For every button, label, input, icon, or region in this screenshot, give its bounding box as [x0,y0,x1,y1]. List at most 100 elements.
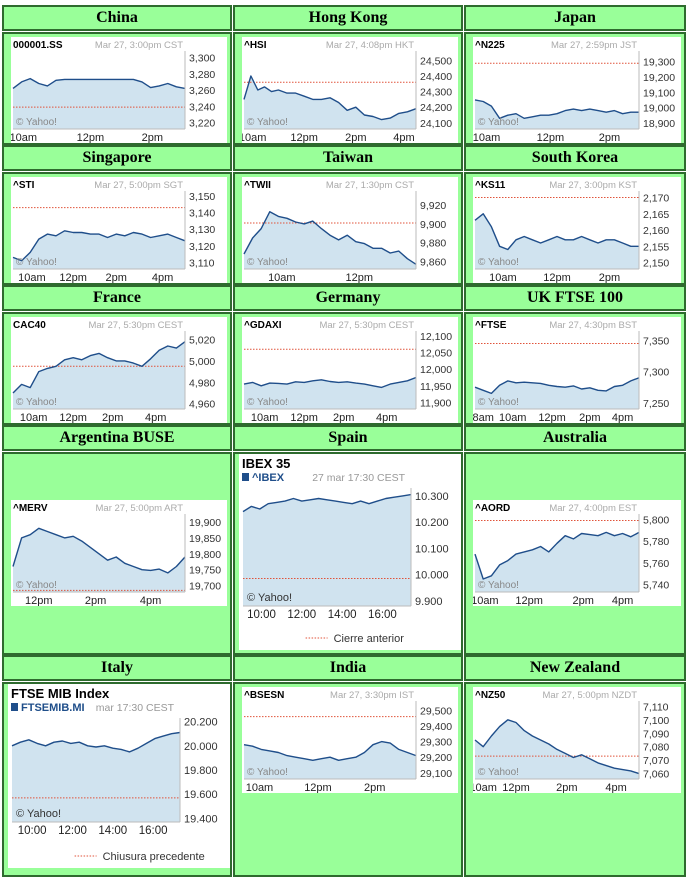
series-area [475,377,639,409]
chart-svg-france: CAC40 Mar 27, 5:30pm CEST 5,020 5,000 4,980 4… [12,320,215,424]
y-tick-label: 19,800 [189,549,221,561]
legend-label: Chiusura precedente [103,851,205,863]
y-tick-label: 29,200 [420,752,452,764]
y-tick-label: 7,300 [643,367,669,379]
symbol-south-korea: ^KS11 [475,180,506,191]
y-tick-label: 20.200 [184,717,218,729]
timestamp-new-zealand: Mar 27, 5:00pm NZDT [543,690,638,701]
x-tick-label: 12pm [59,412,87,423]
y-tick-label: 3,260 [189,85,215,97]
x-tick-label: 2pm [85,595,106,606]
x-tick-label: 10am [251,412,279,423]
yahoo-watermark: © Yahoo! [247,767,288,778]
yahoo-watermark: © Yahoo! [16,117,57,128]
y-tick-label: 11,950 [420,381,451,393]
header-uk-ftse-100: UK FTSE 100 [464,285,686,311]
timestamp-south-korea: Mar 27, 3:00pm KST [549,180,637,191]
x-tick-label: 10am [499,412,527,423]
header-india: India [233,655,463,681]
x-tick-label: 12pm [304,782,332,793]
series-line [474,377,640,395]
x-tick-label: 10am [268,272,296,283]
x-tick-label: 2pm [345,132,366,143]
y-tick-label: 24,400 [420,71,452,83]
y-tick-label: 7,250 [643,398,669,410]
symbol-taiwan: ^TWII [244,180,271,191]
y-tick-label: 3,220 [189,118,215,130]
y-tick-label: 24,100 [420,118,452,130]
cell-new-zealand: ^NZ50 Mar 27, 5:00pm NZDT 7,110 7,100 7,090 7… [464,682,686,877]
series-line [474,719,640,775]
y-tick-label: 29,300 [420,737,452,749]
y-tick-label: 19,900 [189,517,221,529]
x-tick-label: 12pm [77,132,105,143]
y-tick-label: 10.300 [415,491,449,503]
series-line [243,740,417,761]
x-tick-label: 12pm [538,412,566,423]
y-tick-label: 29,400 [420,721,452,733]
chart-svg-japan: ^N225 Mar 27, 2:59pm JST 19,300 19,200 19,10… [473,40,676,144]
y-tick-label: 3,130 [189,224,215,236]
series-line [12,230,186,262]
x-tick-label: 10am [489,272,517,283]
chart-svg-singapore: ^STI Mar 27, 5:00pm SGT 3,150 3,140 3,130 3,1… [12,180,215,284]
timestamp-argentina-buse: Mar 27, 5:00pm ART [96,503,184,514]
header-germany: Germany [233,285,463,311]
timestamp-italy: mar 17:30 CEST [96,702,175,714]
y-tick-label: 29,500 [420,705,452,717]
x-tick-label: 10:00 [18,825,47,837]
chart-south-korea: ^KS11 Mar 27, 3:00pm KST 2,170 2,165 2,160 2,… [473,177,681,284]
y-tick-label: 5,020 [189,335,215,347]
y-tick-label: 12,100 [420,331,452,343]
y-tick-label: 2,150 [643,258,669,270]
y-tick-label: 4,980 [189,377,215,389]
x-tick-label: 10am [473,782,497,793]
y-tick-label: 19,100 [643,87,675,99]
chart-germany: ^GDAXI Mar 27, 5:30pm CEST 12,100 12,050 12,… [242,317,458,424]
y-tick-label: 3,150 [189,191,215,203]
header-australia: Australia [464,425,686,451]
y-tick-label: 19,850 [189,533,221,545]
chart-italy: FTSE MIB Index FTSEMIB.MI mar 17:30 CEST 20… [8,684,230,868]
chart-taiwan: ^TWII Mar 27, 1:30pm CST 9,920 9,900 9,880 9,… [242,177,458,284]
series-line [243,211,417,265]
chart-japan: ^N225 Mar 27, 2:59pm JST 19,300 19,200 19,10… [473,37,681,144]
y-tick-label: 2,170 [643,193,669,205]
y-tick-label: 5,760 [643,558,669,570]
series-area [243,494,411,606]
x-tick-label: 12pm [59,272,87,283]
y-tick-label: 5,800 [643,514,669,526]
cell-germany: ^GDAXI Mar 27, 5:30pm CEST 12,100 12,050 12,… [233,312,463,425]
cell-china: 000001.SS Mar 27, 3:00pm CST 3,300 3,280 3,2… [2,32,232,145]
y-tick-label: 5,780 [643,536,669,548]
symbol-china: 000001.SS [13,40,63,51]
timestamp-australia: Mar 27, 4:00pm EST [549,503,637,514]
x-tick-label: 12pm [290,412,318,423]
x-tick-label: 12pm [345,272,373,283]
x-tick-label: 2pm [333,412,354,423]
series-line [474,213,639,251]
y-tick-label: 5,740 [643,579,669,591]
y-tick-label: 9,860 [420,256,446,268]
x-tick-label: 2pm [573,595,594,606]
y-tick-label: 18,900 [643,118,675,130]
cell-uk-ftse-100: ^FTSE Mar 27, 4:30pm BST 7,350 7,300 7,250 8a… [464,312,686,425]
header-italy: Italy [2,655,232,681]
y-tick-label: 7,060 [643,769,669,781]
series-area [13,528,185,592]
chart-name-spain: IBEX 35 [242,456,290,471]
series-line [242,493,412,513]
y-tick-label: 10.200 [415,517,449,529]
yahoo-watermark: © Yahoo! [478,397,519,408]
x-tick-label: 2pm [556,782,577,793]
chart-svg-south-korea: ^KS11 Mar 27, 3:00pm KST 2,170 2,165 2,160 2,… [474,180,669,284]
y-tick-label: 20.000 [184,741,218,753]
chart-singapore: ^STI Mar 27, 5:00pm SGT 3,150 3,140 3,130 3,1… [11,177,227,284]
y-tick-label: 2,160 [643,225,669,237]
y-tick-label: 3,140 [189,208,215,220]
y-tick-label: 7,350 [643,335,669,347]
chart-svg-spain: IBEX 35^IBEX 27 mar 17:30 CEST 10.300 10.20… [242,456,449,645]
y-tick-label: 11,900 [420,397,451,409]
symbol-singapore: ^STI [13,180,35,191]
